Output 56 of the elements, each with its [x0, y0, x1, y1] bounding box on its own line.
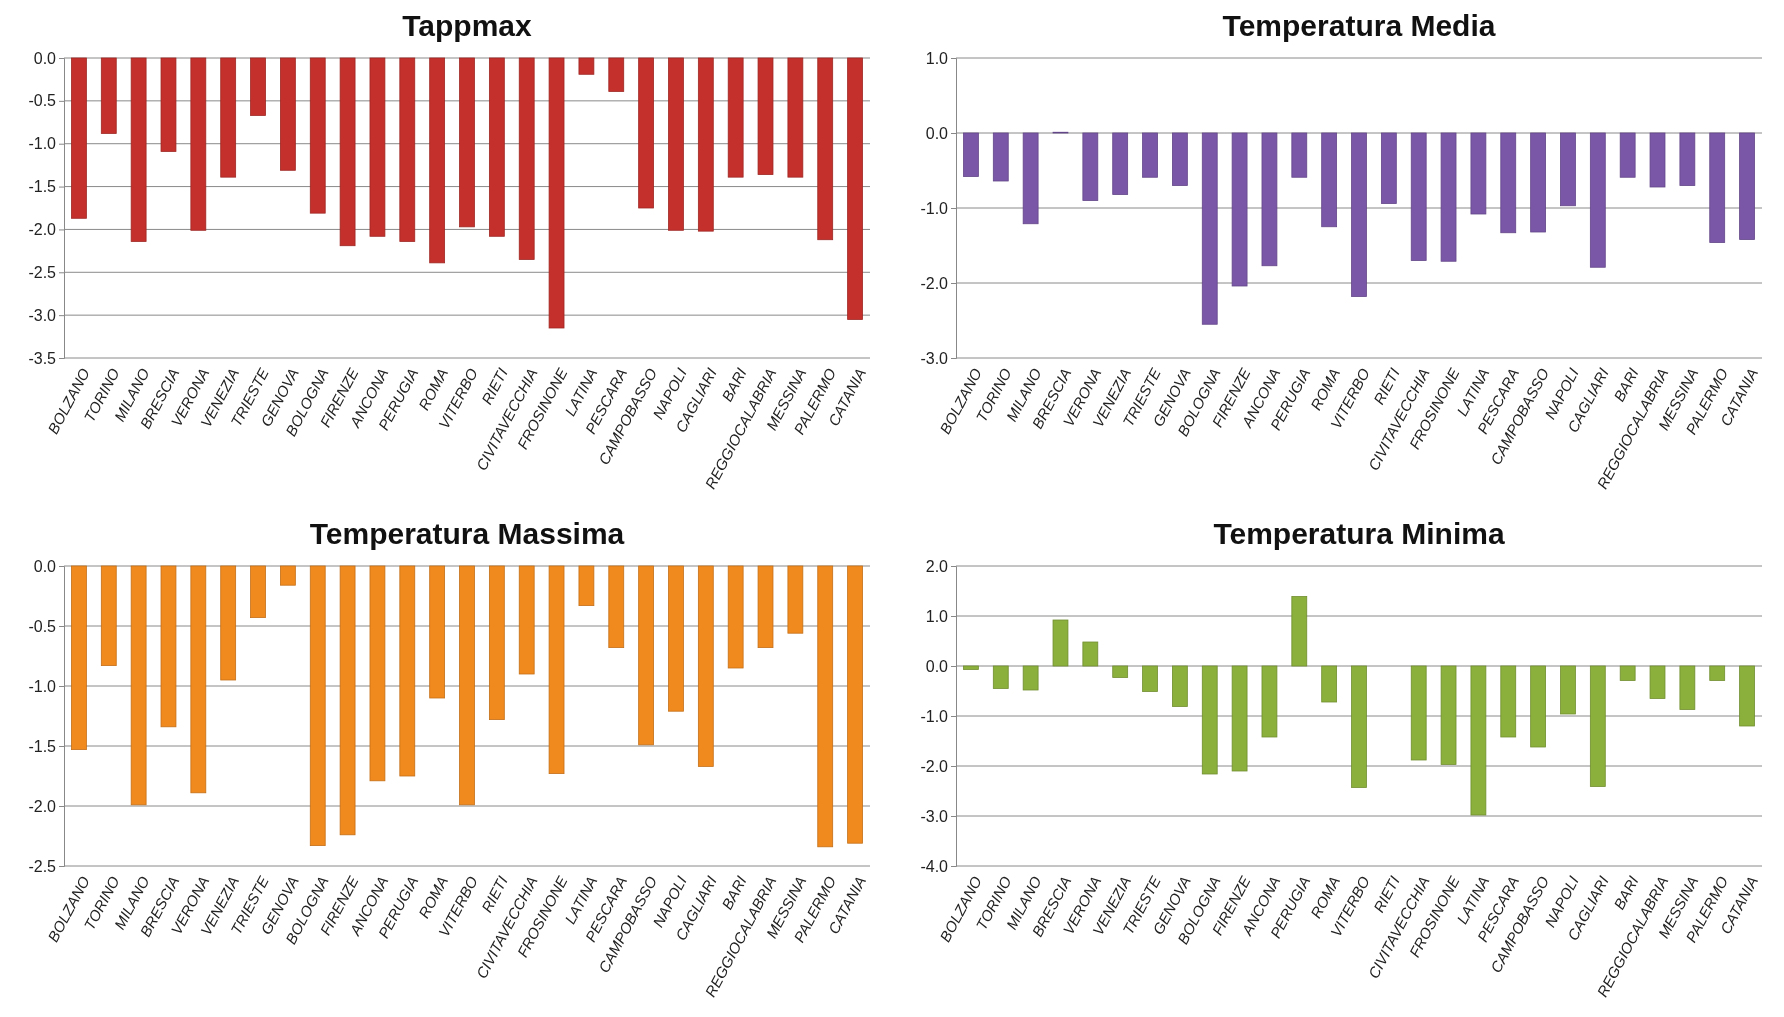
bar: [1082, 641, 1099, 667]
y-tick-label: 1.0: [925, 607, 949, 625]
y-tick-label: -1.5: [28, 737, 57, 755]
bar: [1142, 665, 1158, 692]
bar: [1172, 665, 1188, 707]
y-tick-label: -1.5: [28, 178, 57, 196]
bar: [1231, 665, 1248, 772]
bar: [1500, 665, 1517, 738]
y-tick-label: -2.5: [28, 857, 57, 875]
y-tick-label: 0.0: [33, 49, 57, 67]
bar: [963, 665, 979, 670]
bar: [1709, 665, 1726, 681]
bar: [1410, 665, 1427, 761]
bar: [1440, 665, 1457, 765]
bar: [1470, 665, 1487, 816]
bar: [1112, 665, 1129, 678]
y-tick-label: -1.0: [28, 677, 57, 695]
y-tick-label: -2.0: [920, 757, 949, 775]
bar: [1530, 665, 1546, 748]
y-tick-label: -1.0: [920, 199, 949, 217]
y-tick-label: -2.5: [28, 263, 57, 281]
y-tick-label: -2.0: [28, 797, 57, 815]
bar: [1619, 665, 1636, 681]
y-tick-label: -3.5: [28, 349, 57, 367]
bar: [1739, 665, 1755, 727]
y-tick-label: -2.0: [920, 274, 949, 292]
chart-title: Temperatura Media: [1222, 9, 1496, 42]
bar: [1261, 665, 1278, 738]
chart-title: Temperatura Massima: [309, 517, 625, 550]
y-tick-label: -3.0: [28, 306, 57, 324]
bar: [1052, 619, 1069, 667]
bar: [1679, 665, 1696, 710]
y-tick-label: 0.0: [33, 557, 57, 575]
chart-title: Temperatura Minima: [1213, 517, 1505, 550]
y-tick-label: -3.0: [920, 807, 949, 825]
bar: [1351, 665, 1367, 788]
bar: [1201, 665, 1218, 775]
chart-title: Tappmax: [402, 9, 533, 42]
bar: [1649, 665, 1666, 699]
y-tick-label: -0.5: [28, 617, 57, 635]
bar: [992, 665, 1009, 689]
y-tick-label: 1.0: [925, 49, 949, 67]
y-tick-label: 0.0: [925, 657, 949, 675]
y-tick-label: -0.5: [28, 92, 57, 110]
bar: [1589, 665, 1606, 787]
y-tick-label: 2.0: [925, 557, 949, 575]
y-tick-label: -1.0: [920, 707, 949, 725]
y-tick-label: -2.0: [28, 221, 57, 239]
bar: [1022, 665, 1039, 691]
y-tick-label: 0.0: [925, 124, 949, 142]
bar: [1291, 596, 1308, 667]
y-tick-label: -4.0: [920, 857, 949, 875]
bar: [1321, 665, 1338, 703]
y-tick-label: -3.0: [920, 349, 949, 367]
bar: [1560, 665, 1576, 715]
y-tick-label: -1.0: [28, 135, 57, 153]
